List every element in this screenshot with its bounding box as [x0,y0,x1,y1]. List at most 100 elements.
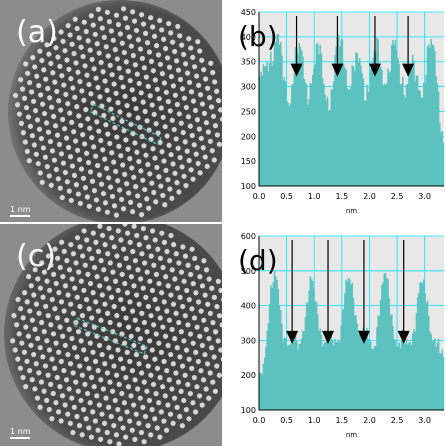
profile-bar [296,49,298,186]
x-tick-label: 3.0 [418,192,431,201]
profile-bar [360,65,362,186]
profile-bar [360,330,362,410]
profile-bar [420,97,423,186]
profile-bar [379,299,382,410]
profile-bar [407,344,409,410]
profile-bar [293,73,296,186]
profile-bar [316,43,319,186]
profile-bar [383,273,386,410]
profile-bar [326,329,329,410]
arrow-head [357,330,370,344]
profile-bar [440,353,442,410]
profile-bar [309,276,312,410]
profile-bar [289,103,292,186]
profile-bar [425,74,428,186]
profile-bar [436,342,439,410]
y-tick-label: 150 [241,157,256,166]
profile-bar [372,348,374,410]
profile-bar [277,33,280,186]
profile-bar [355,315,357,410]
x-tick-label: 2.5 [391,416,404,425]
profile-bar [408,342,410,410]
profile-bar [437,91,440,186]
profile-bar [427,44,430,186]
profile-bar [346,87,349,186]
profile-bar [341,310,344,410]
profile-bar [314,301,317,410]
profile-bar [421,282,424,410]
profile-bar [294,47,297,186]
y-tick-label: 500 [241,267,256,276]
profile-bar [272,282,275,410]
profile-bar [425,303,428,410]
profile-bar [319,328,321,410]
profile-bar [371,66,373,186]
profile-bar [284,337,287,410]
profile-bar [418,292,420,410]
profile-bar [358,57,361,186]
profile-bar [292,340,294,410]
profile-bar [408,71,410,186]
profile-bar [388,298,391,410]
profile-bar [376,327,378,410]
profile-bar [305,84,308,186]
profile-bar [293,341,296,410]
profile-bar [321,346,324,410]
profile-bar [347,89,350,186]
profile-bar [276,279,278,410]
lattice-image-c [0,224,222,446]
profile-bar [374,345,377,410]
profile-bar [426,46,429,187]
profile-bar [382,282,384,410]
profile-bar [261,75,263,186]
profile-bar [363,338,366,410]
scale-bar-a [10,215,30,217]
profile-bar [331,340,334,410]
profile-bar [323,343,325,410]
x-tick-label: 0.0 [253,192,266,201]
profile-bar [330,89,333,186]
profile-bar [414,331,416,410]
profile-bar [349,279,351,410]
profile-bar [355,52,357,186]
profile-bar [409,64,411,186]
profile-bar [382,85,384,186]
profile-bar [384,84,387,186]
profile-bar [303,331,305,410]
y-tick-label: 600 [241,232,256,241]
profile-bar [400,339,403,410]
profile-bar [345,279,347,410]
x-tick-label: 0.0 [253,416,266,425]
profile-bar [387,68,389,186]
x-tick-label: 1.0 [308,416,321,425]
profile-bar [344,293,346,410]
profile-bar [350,85,352,186]
profile-bar [346,281,349,410]
profile-bar [403,340,405,410]
intensity-profile-d: 0.0 0.5 1.0 1.5 2.0 2.5 3.0 100 200 300 400 500 600 n… [224,224,446,446]
hrtem-image-c: (c) 1 nm [0,224,222,446]
x-axis-label: nm [346,207,357,215]
profile-bar [351,65,354,186]
x-axis-label: nm [346,431,357,439]
profile-bar [328,337,330,410]
profile-bar [356,52,358,186]
profile-bar [419,282,421,410]
profile-bar [370,69,372,186]
profile-bar [389,315,392,410]
profile-bar [442,356,445,410]
profile-bar [271,288,273,410]
profile-bar [430,334,432,410]
profile-bar [441,349,444,410]
profile-bar [439,123,441,186]
profile-bar [389,71,392,186]
x-tick-label: 0.5 [280,416,293,425]
profile-bar [342,63,345,186]
profile-bar [288,105,291,186]
profile-bar [411,54,414,187]
profile-bar [276,34,278,186]
profile-bar [383,83,386,186]
profile-bar [294,331,297,410]
profile-bar [416,297,419,410]
profile-bar [310,83,313,186]
